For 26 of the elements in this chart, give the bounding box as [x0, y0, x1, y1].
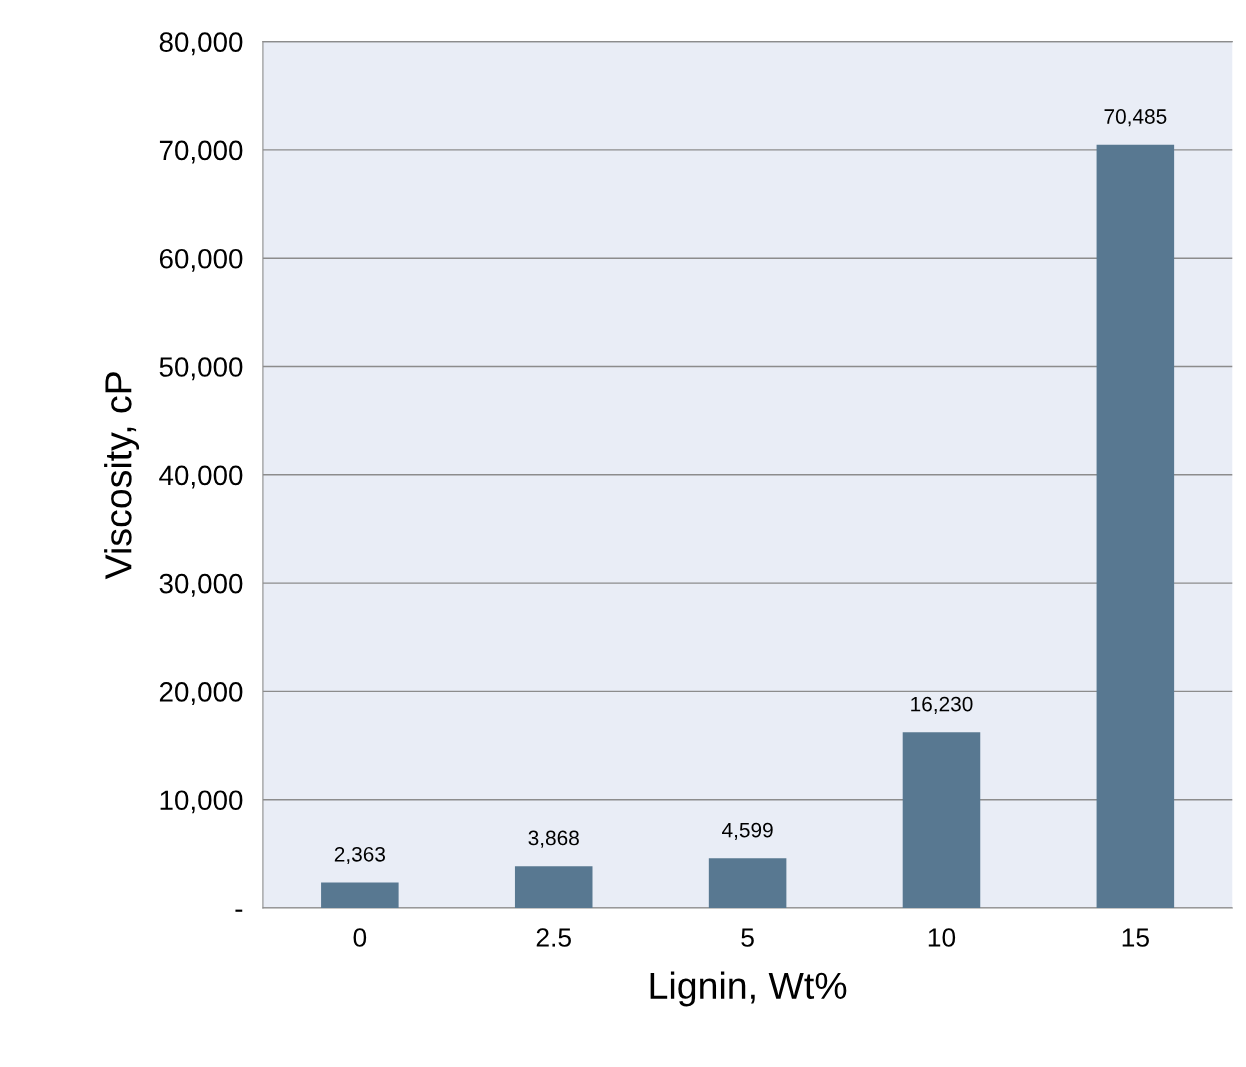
y-axis-title: Viscosity, cP: [104, 372, 140, 580]
data-label: 70,485: [1104, 109, 1167, 127]
bar: [902, 732, 981, 909]
y-tick-label: 80,000: [159, 32, 243, 56]
y-tick-label: 10,000: [160, 790, 243, 814]
data-label: 3,868: [528, 830, 579, 848]
y-tick-label: 50,000: [159, 357, 243, 381]
x-tick-label: 15: [1122, 928, 1149, 947]
bar: [514, 866, 593, 909]
bar: [708, 858, 787, 909]
x-axis-title: Lignin, Wt%: [650, 971, 847, 1007]
y-tick-label: 70,000: [159, 140, 243, 164]
y-tick-label: 30,000: [159, 573, 243, 597]
y-tick-label: 40,000: [159, 465, 243, 489]
x-tick-label: 5: [741, 928, 754, 947]
y-tick-label: -: [235, 909, 243, 912]
bar: [1096, 144, 1175, 909]
y-tick-label: 60,000: [159, 248, 243, 272]
x-tick-label: 10: [928, 928, 956, 947]
bar: [321, 882, 399, 909]
data-label: 16,230: [911, 696, 973, 714]
y-tick-label: 20,000: [159, 682, 243, 706]
x-tick-label: 2.5: [536, 928, 571, 947]
x-tick-label: 0: [353, 928, 367, 947]
data-label: 2,363: [334, 846, 385, 865]
data-label: 4,599: [722, 822, 773, 840]
